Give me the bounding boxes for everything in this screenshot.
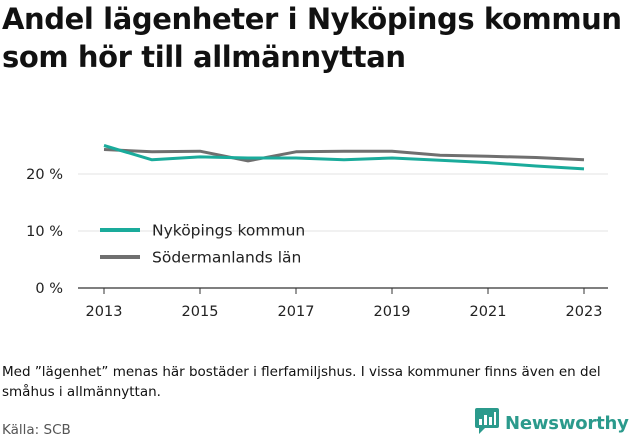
chart-note: Med ”lägenhet” menas här bostäder i fler… <box>2 364 601 400</box>
x-tick-label: 2013 <box>86 304 123 320</box>
x-tick-label: 2023 <box>566 304 603 320</box>
x-tick-label: 2017 <box>278 304 315 320</box>
legend-label: Nyköpings kommun <box>152 222 305 240</box>
series-lines <box>103 144 585 171</box>
y-tick-label: 0 % <box>35 281 63 297</box>
source-label: Källa: SCB <box>2 422 71 438</box>
y-tick-label: 10 % <box>26 224 63 240</box>
series-line-sodermanlands-lan <box>103 148 585 163</box>
chart-title: Andel lägenheter i Nyköpings kommun som … <box>2 2 622 74</box>
series-line-nykopings-kommun <box>103 144 585 171</box>
y-tick-label: 20 % <box>26 167 63 183</box>
gridlines <box>78 173 608 289</box>
x-tick-label: 2019 <box>374 304 411 320</box>
legend: Nyköpings kommun Södermanlands län <box>100 222 305 267</box>
brand-name: Newsworthy <box>505 412 629 434</box>
line-chart: 0 % 10 % 20 % 2013 2015 2017 2019 2021 2023 Nyk… <box>26 144 608 320</box>
x-tick-label: 2021 <box>470 304 507 320</box>
legend-label: Södermanlands län <box>152 249 301 267</box>
x-axis: 2013 2015 2017 2019 2021 2023 <box>86 288 603 320</box>
newsworthy-brand[interactable]: Newsworthy <box>475 408 629 438</box>
newsworthy-logo-icon <box>475 408 499 438</box>
y-axis-ticks: 0 % 10 % 20 % <box>26 167 63 297</box>
x-tick-label: 2015 <box>182 304 219 320</box>
